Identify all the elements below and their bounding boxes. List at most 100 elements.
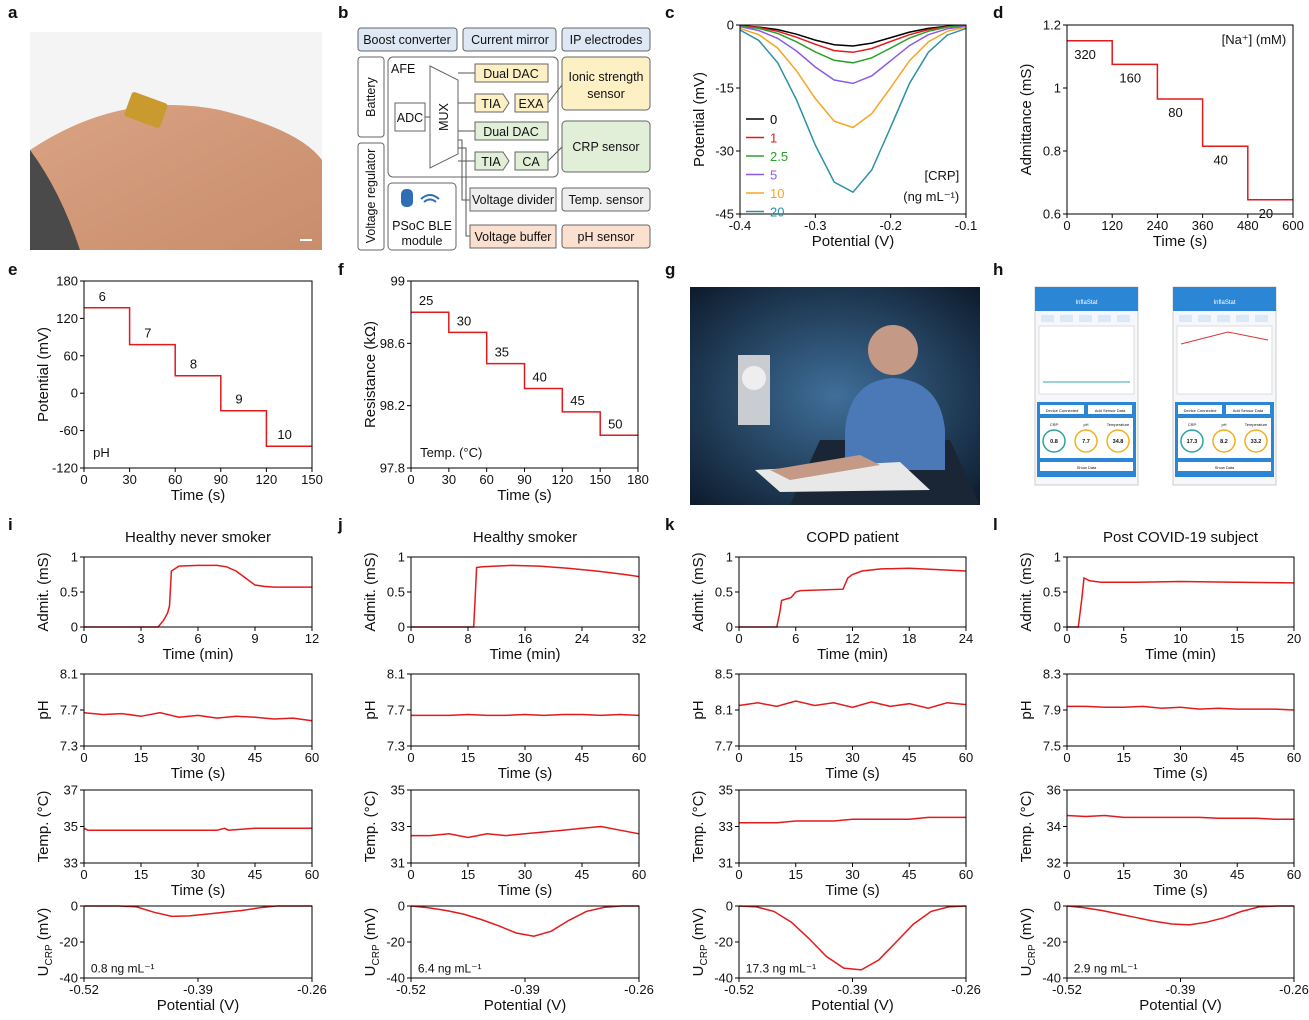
y-axis-label-unit: (mV) xyxy=(1018,908,1035,945)
x-tick-label: 30 xyxy=(191,750,205,765)
data-line xyxy=(83,827,312,831)
x-axis-label: Time (min) xyxy=(489,646,560,663)
x-tick-label: 30 xyxy=(1173,750,1187,765)
x-axis-label: Time (s) xyxy=(498,765,552,782)
x-tick-label: -0.52 xyxy=(1052,982,1082,997)
y-tick-label: 99 xyxy=(391,274,405,289)
x-tick-label: 15 xyxy=(789,750,803,765)
x-axis-label: Potential (V) xyxy=(812,233,895,250)
x-axis-label: Time (s) xyxy=(1153,765,1207,782)
phone-screen: InflaStat Device Connected Add Sensor Data… xyxy=(1172,286,1277,486)
block-label: Voltage regulator xyxy=(364,149,378,244)
x-axis-label: Potential (V) xyxy=(157,997,240,1014)
y-axis-label-main: Admit. (mS) xyxy=(35,552,52,631)
y-axis-label-main: U xyxy=(690,965,707,976)
x-tick-label: -0.4 xyxy=(729,218,751,233)
step-label: 160 xyxy=(1119,70,1141,85)
y-tick-label: -20 xyxy=(59,935,78,950)
y-tick-label: 36 xyxy=(1047,783,1061,798)
data-line xyxy=(1066,814,1294,820)
y-tick-label: 0.5 xyxy=(715,585,733,600)
x-tick-label: -0.39 xyxy=(183,982,213,997)
block-label: MUX xyxy=(437,102,451,130)
tab xyxy=(1236,315,1249,322)
legend-label: 20 xyxy=(770,205,784,220)
data-line xyxy=(411,311,638,437)
x-tick-label: 45 xyxy=(1230,867,1244,882)
step-label: 40 xyxy=(532,370,546,385)
annotation: Temp. (°C) xyxy=(420,445,482,460)
x-tick-label: -0.39 xyxy=(1166,982,1196,997)
metric-label: CRP xyxy=(1050,422,1059,427)
metric-ring xyxy=(1106,429,1130,453)
x-tick-label: 360 xyxy=(1192,218,1214,233)
x-tick-label: -0.39 xyxy=(838,982,868,997)
button-label: Show Data xyxy=(1077,465,1097,470)
x-tick-label: 60 xyxy=(305,867,319,882)
y-tick-label: 35 xyxy=(719,783,733,798)
x-tick-label: 0 xyxy=(1063,750,1070,765)
y-tick-label: 31 xyxy=(719,856,733,871)
app-header xyxy=(1035,287,1138,311)
metric-label: pH xyxy=(1083,422,1088,427)
step-label: 8 xyxy=(190,357,197,372)
y-tick-label: -15 xyxy=(715,81,734,96)
y-axis-label-sub: CRP xyxy=(699,944,710,965)
y-tick-label: 1 xyxy=(398,550,405,565)
y-axis-label-main: U xyxy=(362,965,379,976)
x-tick-label: 15 xyxy=(1117,750,1131,765)
y-tick-label: -20 xyxy=(1042,935,1061,950)
app-title: InflaStat xyxy=(1075,300,1097,306)
x-tick-label: 15 xyxy=(134,867,148,882)
x-tick-label: -0.52 xyxy=(724,982,754,997)
panel-label: l xyxy=(993,515,998,534)
x-tick-label: 0 xyxy=(80,867,87,882)
y-axis-label: UCRP (mV) xyxy=(35,908,55,977)
y-axis-label-sub: CRP xyxy=(371,944,382,965)
x-tick-label: 12 xyxy=(305,631,319,646)
x-tick-label: -0.52 xyxy=(69,982,99,997)
y-tick-label: 1.2 xyxy=(1043,18,1061,33)
y-axis-label: Admit. (mS) xyxy=(35,552,52,631)
data-line xyxy=(411,564,640,628)
y-tick-label: 33 xyxy=(391,819,405,834)
chart-title: Healthy never smoker xyxy=(125,529,271,546)
button xyxy=(1088,405,1132,414)
y-tick-label: 0.5 xyxy=(60,585,78,600)
step-label: 10 xyxy=(277,427,291,442)
y-axis-label-main: Potential (mV) xyxy=(35,327,52,422)
metric-ring xyxy=(1180,429,1204,453)
chart-title: COPD patient xyxy=(806,529,899,546)
x-tick-label: 60 xyxy=(168,472,182,487)
y-tick-label: 7.7 xyxy=(387,703,405,718)
x-tick-label: 0 xyxy=(407,631,414,646)
button xyxy=(1040,462,1133,471)
y-axis-label-sub: CRP xyxy=(1027,944,1038,965)
data-line xyxy=(739,26,967,129)
y-tick-label: 0.5 xyxy=(1043,585,1061,600)
data-line xyxy=(1067,576,1295,628)
y-tick-label: 60 xyxy=(64,348,78,363)
step-label: 80 xyxy=(1168,105,1182,120)
x-tick-label: 90 xyxy=(214,472,228,487)
y-tick-label: -40 xyxy=(714,971,733,986)
plot-frame xyxy=(738,789,967,864)
button xyxy=(1178,462,1271,471)
tab xyxy=(1117,315,1130,322)
y-axis-label-main: pH xyxy=(35,700,52,719)
panel-label: g xyxy=(665,260,675,279)
data-line xyxy=(411,825,640,839)
x-tick-label: 45 xyxy=(902,867,916,882)
data-line xyxy=(739,25,967,64)
x-axis-label: Time (s) xyxy=(171,487,225,504)
x-tick-label: -0.3 xyxy=(804,218,826,233)
x-tick-label: 9 xyxy=(251,631,258,646)
data-line xyxy=(739,24,967,47)
y-tick-label: 180 xyxy=(56,274,78,289)
plot-frame xyxy=(83,789,313,864)
legend-label: 10 xyxy=(770,186,784,201)
block-label: EXA xyxy=(518,97,544,111)
x-tick-label: 45 xyxy=(902,750,916,765)
y-tick-label: 31 xyxy=(391,856,405,871)
x-axis-label: Time (min) xyxy=(817,646,888,663)
